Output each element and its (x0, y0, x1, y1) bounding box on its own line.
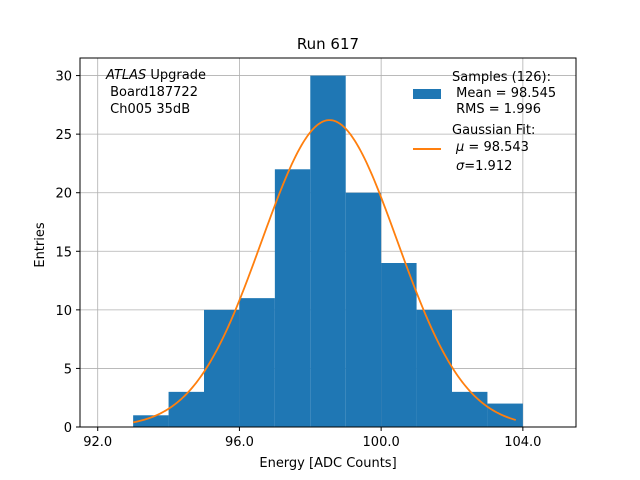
y-tick-label: 10 (55, 304, 72, 319)
legend-mu-value: = 98.543 (464, 140, 529, 155)
histogram-bar (204, 309, 240, 427)
legend-samples-title: Samples (126): (452, 70, 551, 85)
histogram-bar (133, 415, 169, 427)
x-tick-label: 92.0 (83, 435, 112, 450)
x-tick-label: 96.0 (225, 435, 254, 450)
histogram-bar (487, 403, 523, 427)
x-axis-label: Energy [ADC Counts] (259, 456, 396, 471)
fit-curve (132, 119, 517, 424)
chart-title: Run 617 (297, 35, 359, 53)
y-tick-label: 30 (55, 70, 72, 85)
atlas-annotation: ATLAS Upgrade Board187722 Ch005 35dB (105, 68, 206, 117)
legend-fit-title: Gaussian Fit: (452, 123, 535, 138)
legend-fit-sigma: σ=1.912 (456, 159, 512, 174)
y-tick-label: 20 (55, 187, 72, 202)
x-tick-label: 100.0 (363, 435, 400, 450)
histogram-bar (345, 192, 382, 427)
annotation-upgrade: Upgrade (146, 68, 206, 83)
x-tick-label: 104.0 (504, 435, 541, 450)
annotation-line-2: Board187722 (106, 85, 198, 100)
legend-sigma-symbol: σ (456, 159, 465, 174)
annotation-atlas: ATLAS (105, 68, 146, 83)
axes: 92.0 96.0 100.0 104.0 0 5 10 15 20 25 30 (55, 57, 577, 450)
y-tick-label: 15 (55, 245, 72, 260)
histogram-bar (274, 169, 311, 428)
legend: Samples (126): Mean = 98.545 RMS = 1.996… (413, 70, 556, 174)
annotation-line-1: ATLAS Upgrade (105, 68, 206, 83)
plot-frame (79, 57, 577, 428)
histogram-bars (133, 75, 523, 428)
histogram-bar (239, 298, 275, 427)
y-axis-label: Entries (33, 222, 48, 268)
legend-mu-symbol: μ (455, 140, 464, 155)
histogram-bar (416, 309, 452, 427)
legend-samples-rms: RMS = 1.996 (452, 102, 541, 117)
annotation-line-3: Ch005 35dB (106, 102, 190, 117)
legend-samples-swatch (413, 89, 441, 99)
y-tick-label: 25 (55, 128, 72, 143)
histogram-bar (310, 75, 346, 428)
gaussian-fit (132, 119, 517, 424)
histogram-bar (381, 263, 417, 427)
legend-fit-mu: μ = 98.543 (455, 140, 529, 155)
y-tick-label: 0 (64, 421, 72, 436)
legend-sigma-value: =1.912 (464, 159, 512, 174)
histogram-bar (452, 391, 488, 427)
y-tick-label: 5 (64, 362, 72, 377)
legend-samples-mean: Mean = 98.545 (452, 86, 556, 101)
histogram-bar (168, 391, 204, 427)
